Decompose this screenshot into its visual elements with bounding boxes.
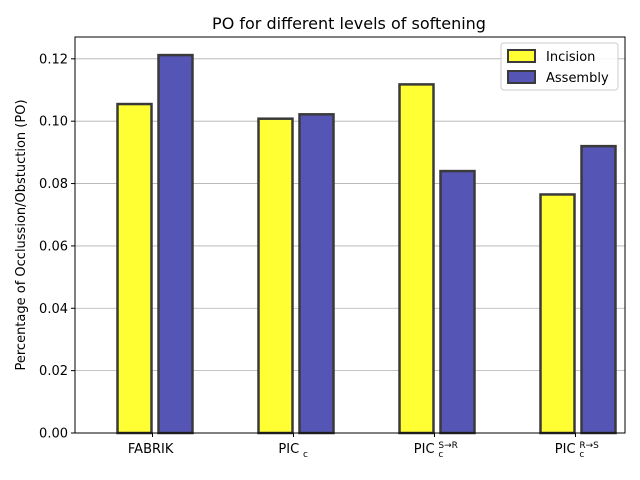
x-tick-label-base: PIC	[555, 442, 576, 457]
x-axis-ticks: FABRIK PIC c PIC cS→R PIC cR→S	[128, 433, 599, 460]
y-tick-label: 0.12	[39, 52, 68, 67]
legend-label-assembly: Assembly	[546, 71, 609, 86]
bar-incision-2	[257, 117, 294, 435]
y-tick-label: 0.06	[39, 239, 68, 254]
x-tick-label-base: FABRIK	[128, 442, 174, 457]
bar-assembly-1	[157, 53, 194, 435]
x-tick-label-subscript: c	[438, 450, 443, 460]
x-tick-label-superscript: S→R	[438, 441, 458, 451]
bar-assembly-4	[580, 144, 617, 435]
x-tick-label: PIC cS→R	[414, 441, 458, 460]
bar-assembly-2	[298, 113, 335, 435]
y-axis-label: Percentage of Occlussion/Obstuction (PO)	[14, 99, 29, 370]
legend: Incision Assembly	[500, 42, 619, 91]
legend-swatch-incision	[507, 49, 536, 63]
bar-assembly-3	[439, 169, 476, 435]
bar-incision-1	[116, 102, 153, 435]
bars-group	[116, 53, 617, 435]
chart-title: PO for different levels of softening	[212, 14, 486, 33]
bar-incision-4	[539, 193, 576, 435]
y-axis-ticks: 0.00 0.02 0.04 0.06 0.08 0.10 0.12	[39, 52, 75, 442]
legend-label-incision: Incision	[546, 50, 595, 65]
x-tick-label: FABRIK	[128, 442, 174, 457]
y-tick-label: 0.08	[39, 177, 68, 192]
x-tick-label-superscript: R→S	[579, 441, 599, 451]
x-tick-label-base: PIC	[414, 442, 435, 457]
x-tick-label-subscript: c	[579, 450, 584, 460]
x-tick-label-base: PIC	[278, 442, 299, 457]
x-tick-label-subscript: c	[303, 450, 308, 460]
bar-incision-3	[398, 83, 435, 435]
x-tick-label: PIC cR→S	[555, 441, 599, 460]
y-tick-label: 0.04	[39, 302, 68, 317]
y-tick-label: 0.00	[39, 427, 68, 442]
legend-swatch-assembly	[507, 70, 536, 84]
y-tick-label: 0.10	[39, 115, 68, 130]
plot-frame	[74, 36, 626, 434]
y-tick-label: 0.02	[39, 364, 68, 379]
x-tick-label: PIC c	[278, 442, 308, 460]
